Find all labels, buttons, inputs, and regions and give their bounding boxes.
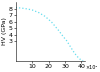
Y-axis label: HV (GPa): HV (GPa)	[2, 18, 7, 46]
Text: ×10²: ×10²	[86, 65, 98, 70]
